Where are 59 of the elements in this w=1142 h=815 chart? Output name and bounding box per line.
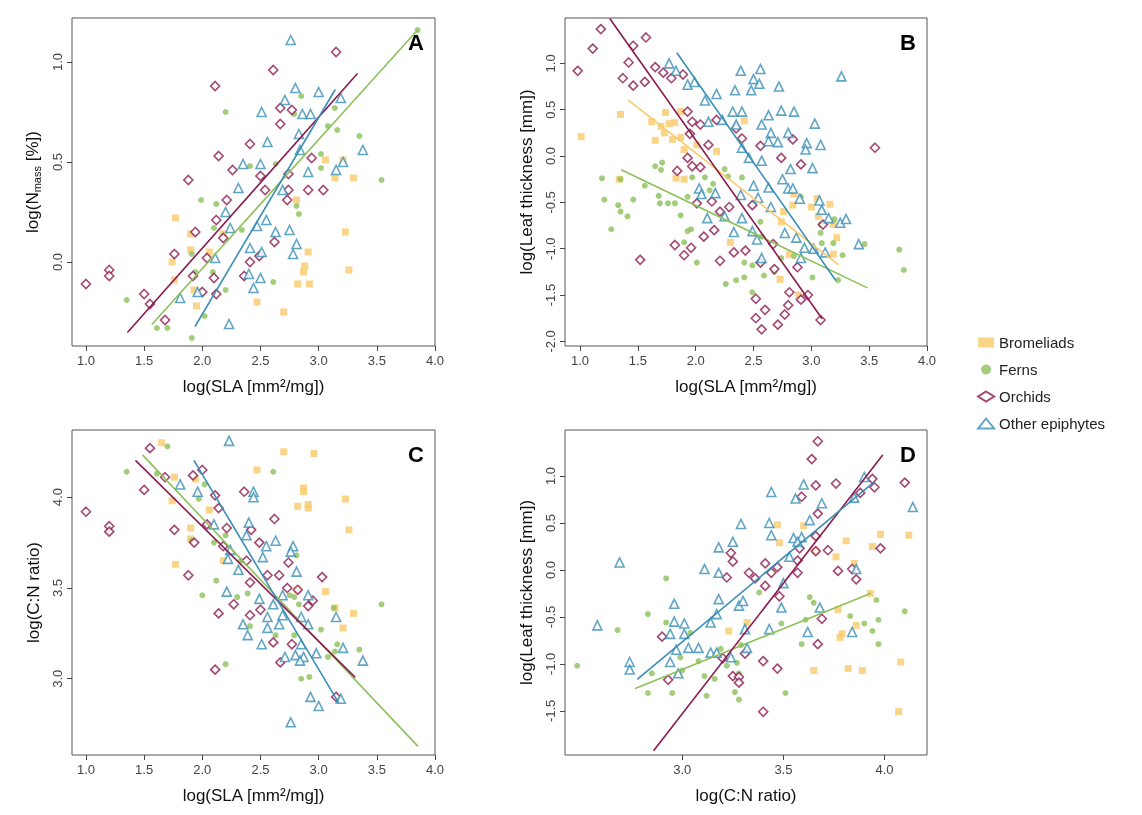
x-tick-label: 3.0 <box>802 353 821 368</box>
y-tick-label: 0.5 <box>50 152 65 172</box>
y-axis-title: log(Leaf thickness [mm]) <box>517 89 536 275</box>
y-tick-label: -1.0 <box>543 652 558 676</box>
x-tick-label: 3.5 <box>367 353 386 368</box>
legend-label: Other epiphytes <box>999 415 1106 432</box>
x-tick-label: 4.0 <box>425 353 445 368</box>
x-tick-label: 3.5 <box>367 762 386 777</box>
x-tick-label: 3.0 <box>309 353 328 368</box>
x-tick-label: 1.5 <box>135 353 154 368</box>
x-tick-label: 4.0 <box>875 762 894 777</box>
y-tick-label: 1.0 <box>543 54 558 73</box>
y-tick-label: 3.5 <box>50 578 65 597</box>
y-axis-title: log(C:N ratio) <box>24 541 43 644</box>
text: A <box>408 29 425 55</box>
y-tick-label: -1.0 <box>543 237 558 260</box>
x-tick-label: 1.0 <box>571 353 590 368</box>
x-tick-label: 1.0 <box>76 353 95 368</box>
y-axis-title: log(Leaf thickness [mm]) <box>517 499 536 686</box>
y-tick-label: -2.0 <box>543 330 558 353</box>
text: C <box>408 441 425 467</box>
x-tick-label: 1.5 <box>135 762 154 777</box>
x-axis-title: log(SLA [mm²/mg]) <box>182 786 325 805</box>
x-tick-label: 2.5 <box>744 353 763 368</box>
x-tick-label: 2.0 <box>193 353 212 368</box>
text: D <box>900 441 916 467</box>
y-tick-label: 3.0 <box>50 669 65 688</box>
x-tick-label: 3.5 <box>860 353 879 368</box>
x-tick-label: 4.0 <box>425 762 445 777</box>
x-tick-label: 4.0 <box>917 353 937 368</box>
y-tick-label: -0.5 <box>543 191 558 214</box>
y-tick-label: 0.0 <box>543 147 558 166</box>
y-tick-label: 1.0 <box>543 466 558 486</box>
x-axis-title: log(SLA [mm²/mg]) <box>182 377 325 396</box>
x-axis-title: log(C:N ratio) <box>695 786 797 805</box>
x-tick-label: 2.5 <box>251 353 270 368</box>
legend-label: Orchids <box>999 388 1051 405</box>
y-tick-label: -1.5 <box>543 283 558 307</box>
y-tick-label: 0.5 <box>543 513 558 533</box>
x-tick-label: 1.0 <box>76 762 95 777</box>
x-axis-title: log(SLA [mm²/mg]) <box>675 377 817 396</box>
legend-label: Bromeliads <box>999 334 1075 351</box>
x-tick-label: 3.5 <box>774 762 793 777</box>
y-tick-label: 4.0 <box>50 488 65 507</box>
y-tick-label: -1.5 <box>543 699 558 723</box>
x-tick-label: 1.5 <box>628 353 647 368</box>
y-tick-label: 0.0 <box>543 560 558 579</box>
x-tick-label: 2.5 <box>251 762 270 777</box>
text: B <box>900 29 916 55</box>
y-tick-label: 0.5 <box>543 100 558 119</box>
legend-label: Ferns <box>999 361 1038 378</box>
x-tick-label: 3.0 <box>309 762 328 777</box>
x-tick-label: 3.0 <box>673 762 692 777</box>
x-tick-label: 2.0 <box>686 353 705 368</box>
y-axis-title: log(Nmass [%]) <box>23 131 43 233</box>
y-tick-label: -0.5 <box>543 605 558 629</box>
x-tick-label: 2.0 <box>193 762 212 777</box>
y-tick-label: 1.0 <box>50 52 65 72</box>
y-tick-label: 0.0 <box>50 252 65 272</box>
